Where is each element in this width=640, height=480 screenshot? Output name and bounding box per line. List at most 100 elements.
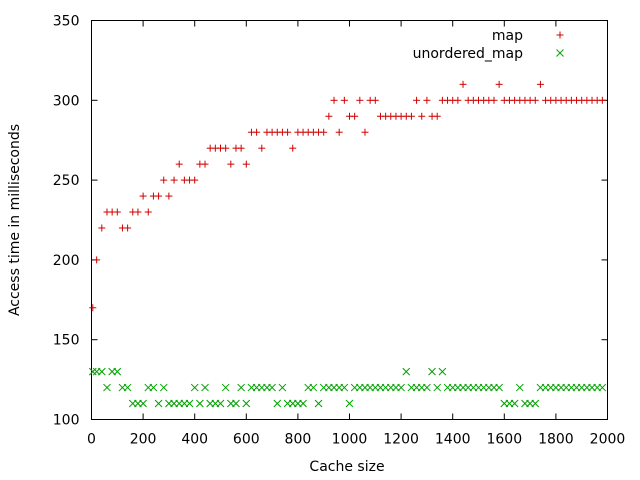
map-point xyxy=(165,192,173,200)
map-point xyxy=(413,96,421,104)
map-point xyxy=(237,144,245,152)
unordered-map-point xyxy=(123,383,132,392)
map-point xyxy=(536,80,544,88)
map-point xyxy=(134,208,142,216)
map-point xyxy=(98,224,106,232)
y-tick-label: 150 xyxy=(53,333,80,349)
unordered-map-point xyxy=(495,383,503,392)
y-axis-label: Access time in milliseconds xyxy=(7,124,23,316)
x-tick-label: 1600 xyxy=(486,432,522,448)
unordered-map-point xyxy=(273,399,282,408)
map-point xyxy=(160,176,168,184)
unordered-map-point xyxy=(345,399,354,408)
x-tick-label: 1800 xyxy=(538,432,574,448)
map-point xyxy=(113,208,121,216)
map-point xyxy=(253,128,261,136)
map-point xyxy=(330,96,338,104)
map-point xyxy=(598,96,606,104)
map-point xyxy=(320,128,328,136)
legend-label-map: map xyxy=(492,28,523,44)
unordered-map-point xyxy=(510,399,519,408)
unordered-map-point xyxy=(402,367,411,376)
unordered-map-point xyxy=(309,383,318,392)
y-tick-label: 100 xyxy=(53,413,80,429)
map-point xyxy=(144,208,152,216)
map-point xyxy=(175,160,183,168)
map-point xyxy=(531,96,539,104)
map-point xyxy=(139,192,147,200)
map-point xyxy=(490,96,498,104)
map-point xyxy=(351,112,359,120)
y-tick-label: 250 xyxy=(53,173,80,189)
legend-label-unordered-map: unordered_map xyxy=(413,46,523,62)
unordered-map-point xyxy=(88,367,97,376)
legend: map unordered_map xyxy=(413,28,564,62)
legend-marker-unordered-map xyxy=(556,49,564,57)
x-tick-label: 0 xyxy=(87,432,96,448)
unordered-map-point xyxy=(423,383,431,392)
unordered-map-point xyxy=(531,399,540,408)
x-tick-label: 1000 xyxy=(332,432,368,448)
x-tick-label: 1200 xyxy=(383,432,419,448)
x-tick-label: 1400 xyxy=(435,432,471,448)
map-point xyxy=(124,224,132,232)
unordered-map-point xyxy=(314,399,323,408)
y-tick-label: 300 xyxy=(53,93,80,109)
map-point xyxy=(418,112,426,120)
series-marks xyxy=(88,80,607,408)
map-point xyxy=(407,112,415,120)
unordered-map-point xyxy=(268,383,276,392)
map-point xyxy=(371,96,379,104)
map-point xyxy=(170,176,178,184)
unordered-map-point xyxy=(221,383,230,392)
unordered-map-point xyxy=(196,399,204,408)
x-tick-label: 400 xyxy=(181,432,208,448)
unordered-map-point xyxy=(97,367,106,376)
y-tick-label: 200 xyxy=(53,253,80,269)
unordered-map-point xyxy=(185,399,194,408)
unordered-map-point xyxy=(216,399,225,408)
unordered-map-point xyxy=(103,383,111,392)
map-point xyxy=(454,96,462,104)
map-point xyxy=(191,176,199,184)
unordered-map-point xyxy=(438,367,447,376)
unordered-map-point xyxy=(154,399,163,408)
unordered-map-point xyxy=(232,399,240,408)
map-point xyxy=(89,304,97,312)
unordered-map-point xyxy=(237,383,245,392)
x-tick-label: 2000 xyxy=(590,432,626,448)
map-point xyxy=(495,80,503,88)
axis-ticks xyxy=(91,20,608,420)
unordered-map-point xyxy=(598,383,607,392)
legend-marker-map xyxy=(556,31,564,39)
map-point xyxy=(459,80,467,88)
map-point xyxy=(284,128,292,136)
map-point xyxy=(155,192,163,200)
map-point xyxy=(222,144,230,152)
map-point xyxy=(325,112,333,120)
map-point xyxy=(335,128,343,136)
map-point xyxy=(242,160,250,168)
unordered-map-point xyxy=(515,383,524,392)
map-point xyxy=(289,144,297,152)
x-tick-label: 200 xyxy=(130,432,157,448)
plot-frame xyxy=(91,20,608,420)
series-map xyxy=(89,80,606,312)
unordered-map-point xyxy=(397,383,405,392)
y-tick-label: 350 xyxy=(53,14,80,30)
unordered-map-point xyxy=(159,383,168,392)
unordered-map-point xyxy=(428,367,436,376)
x-axis-label: Cache size xyxy=(309,459,384,475)
map-point xyxy=(93,256,101,264)
x-tick-label: 800 xyxy=(285,432,312,448)
x-tick-label: 600 xyxy=(233,432,260,448)
unordered-map-point xyxy=(201,383,209,392)
unordered-map-point xyxy=(190,383,199,392)
map-point xyxy=(356,96,364,104)
map-point xyxy=(201,160,209,168)
map-point xyxy=(227,160,235,168)
unordered-map-point xyxy=(149,383,158,392)
unordered-map-point xyxy=(278,383,287,392)
series-unordered-map xyxy=(88,367,607,408)
